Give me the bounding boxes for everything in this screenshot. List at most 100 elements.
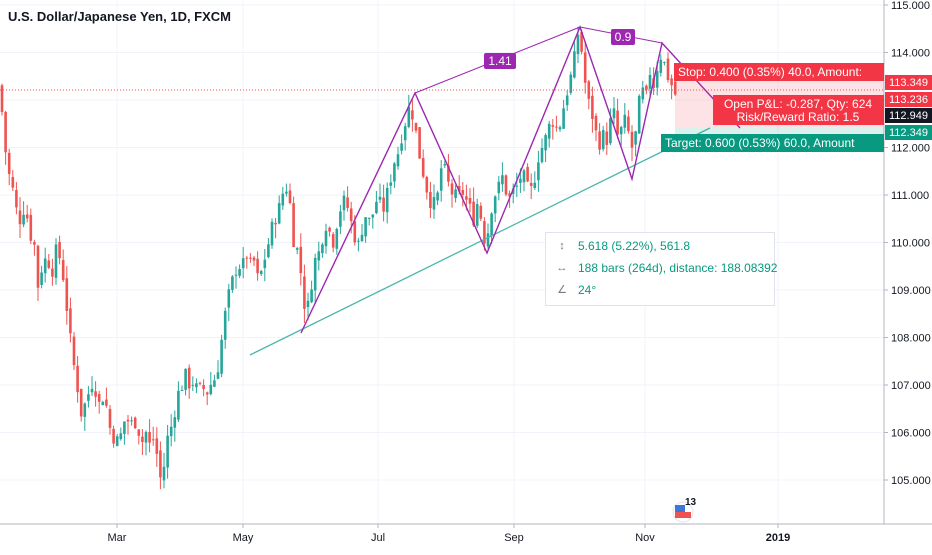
- candle-body-109: [393, 163, 396, 182]
- candle-body-106: [382, 197, 385, 212]
- candle-body-53: [191, 384, 195, 386]
- stop-label-bg: [674, 63, 884, 81]
- price-tick-label-4: 109.000: [891, 285, 931, 297]
- candle-body-146: [526, 166, 529, 182]
- candle-body-167: [601, 130, 605, 150]
- candle-body-33: [119, 433, 123, 440]
- measure-price-row: ↕ 5.618 (5.22%), 561.8: [554, 239, 690, 253]
- candle-body-123: [443, 163, 447, 166]
- candle-body-159: [573, 51, 576, 78]
- time-tick-label-0: Mar: [108, 532, 127, 544]
- page-title: U.S. Dollar/Japanese Yen, 1D, FXCM: [8, 9, 232, 24]
- candle-body-124: [447, 165, 450, 182]
- pattern-label-2-bg: [611, 29, 635, 45]
- stop-label: Stop: 0.400 (0.35%) 40.0, Amount:: [678, 65, 862, 79]
- target-label: Target: 0.600 (0.53%) 60.0, Amount: [665, 136, 855, 150]
- candle-body-5: [18, 210, 22, 225]
- candle-body-142: [511, 188, 515, 194]
- candle-body-58: [209, 384, 213, 395]
- flag-canton: [675, 505, 685, 512]
- risk-reward-label: Risk/Reward Ratio: 1.5: [737, 110, 860, 124]
- uptrend-line: [249, 127, 711, 356]
- candle-body-3: [11, 177, 15, 188]
- candle-body-82: [295, 248, 299, 250]
- candle-body-2: [7, 152, 11, 175]
- candle-body-117: [421, 158, 425, 177]
- candle-body-36: [130, 420, 133, 422]
- candle-body-35: [126, 419, 130, 422]
- candle-body-165: [594, 115, 598, 131]
- candle-body-16: [58, 242, 61, 259]
- candle-body-112: [403, 126, 407, 141]
- candle-body-65: [234, 274, 238, 276]
- candle-body-67: [241, 258, 245, 269]
- candle-body-44: [159, 450, 162, 478]
- candle-body-29: [105, 399, 108, 406]
- candle-body-114: [411, 110, 414, 120]
- price-tag-3: 112.349: [889, 127, 928, 139]
- candle-body-78: [281, 193, 285, 206]
- candle-body-102: [367, 217, 371, 219]
- candle-body-115: [414, 122, 418, 131]
- angle-icon: ∠: [557, 284, 567, 296]
- event-flag-count: 13: [685, 497, 697, 508]
- candle-body-126: [454, 189, 457, 199]
- candle-body-168: [605, 131, 609, 145]
- price-tick-label-3: 108.000: [891, 333, 931, 345]
- candle-body-162: [583, 52, 587, 83]
- candle-body-9: [33, 241, 36, 245]
- target-zone: [675, 128, 884, 136]
- candle-body-157: [565, 95, 569, 106]
- candle-body-131: [472, 201, 475, 226]
- candle-body-107: [385, 187, 389, 213]
- candle-body-180: [648, 74, 652, 89]
- price-tag-bg-3: [885, 125, 932, 140]
- bars-range-icon: ↔: [556, 262, 568, 274]
- candle-body-11: [40, 272, 43, 285]
- candle-body-99: [357, 240, 360, 242]
- candle-body-13: [47, 260, 51, 268]
- candle-body-187: [673, 81, 677, 95]
- candle-body-134: [483, 221, 486, 244]
- candle-body-151: [544, 135, 547, 151]
- candle-body-177: [637, 95, 641, 134]
- candle-body-170: [612, 108, 616, 119]
- candle-body-66: [238, 269, 241, 276]
- label-layer: 1.41 0.9 Stop: 0.400 (0.35%) 40.0, Amount:…: [484, 29, 932, 523]
- candle-body-93: [335, 228, 339, 249]
- candle-body-166: [598, 131, 601, 150]
- candle-body-125: [450, 183, 454, 195]
- candle-body-60: [216, 372, 220, 379]
- price-tag-bg-1: [885, 92, 932, 107]
- candle-body-104: [375, 201, 378, 214]
- candle-body-49: [177, 390, 180, 420]
- measure-bars-range: 188 bars (264d), distance: 188.08392: [578, 261, 778, 275]
- price-tick-label-5: 110.000: [891, 238, 930, 250]
- candle-body-105: [378, 196, 382, 200]
- candle-body-15: [54, 244, 58, 278]
- price-tick-label-2: 107.000: [891, 380, 931, 392]
- candle-body-89: [321, 244, 324, 254]
- candle-body-77: [277, 203, 281, 224]
- candle-body-22: [79, 388, 83, 417]
- time-tick-label-3: Sep: [504, 532, 524, 544]
- candle-body-43: [155, 438, 159, 454]
- measure-bars-row: ↔ 188 bars (264d), distance: 188.08392: [554, 261, 778, 275]
- candle-body-183: [659, 59, 663, 73]
- candle-body-28: [101, 401, 105, 406]
- candle-body-158: [569, 74, 573, 93]
- candle-body-7: [25, 214, 29, 219]
- measure-angle: 24°: [578, 283, 597, 297]
- candle-body-61: [220, 339, 223, 374]
- candle-body-27: [97, 394, 101, 402]
- candle-body-103: [371, 214, 375, 218]
- candle-body-41: [148, 432, 151, 443]
- candle-body-20: [72, 336, 76, 366]
- candle-body-55: [198, 382, 202, 384]
- time-tick-label-1: May: [233, 532, 254, 544]
- candle-body-139: [501, 175, 504, 185]
- candle-body-121: [436, 192, 439, 201]
- candle-body-111: [400, 143, 403, 151]
